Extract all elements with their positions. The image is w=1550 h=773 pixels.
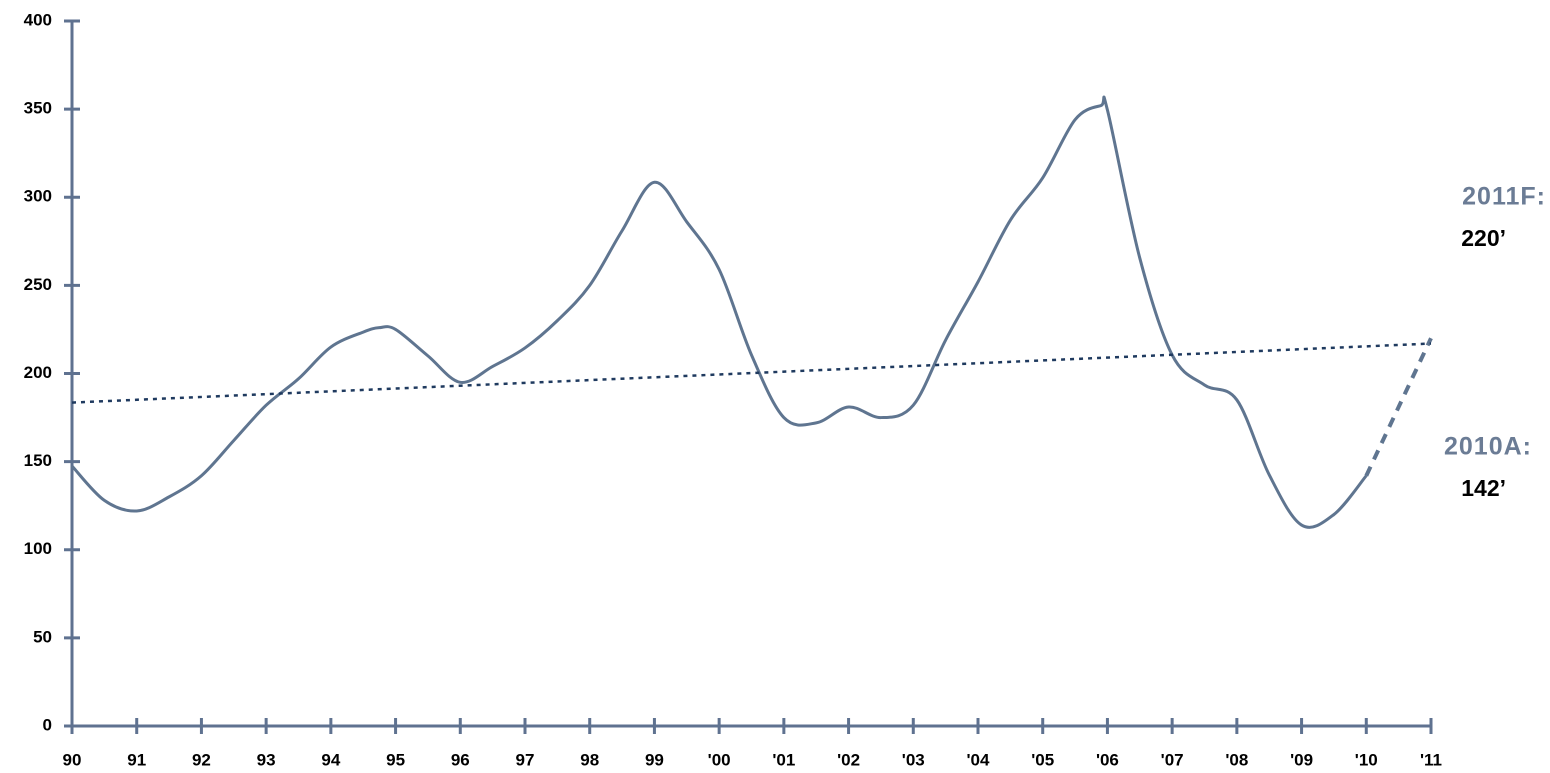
x-tick-label: '09 (1290, 750, 1313, 769)
x-tick-label: 95 (386, 750, 405, 769)
x-tick-label: '06 (1096, 750, 1119, 769)
x-tick-label: '01 (772, 750, 795, 769)
x-tick-label: 98 (580, 750, 599, 769)
y-tick-label: 50 (33, 627, 52, 646)
x-tick-label: '11 (1420, 750, 1442, 769)
series-line (71, 342, 1432, 404)
x-tick-label: '10 (1355, 750, 1378, 769)
x-tick-label: 90 (63, 750, 82, 769)
y-tick-label: 400 (24, 10, 52, 29)
x-tick-label: 91 (127, 750, 146, 769)
x-tick-label: 92 (192, 750, 211, 769)
x-tick-label: '00 (708, 750, 731, 769)
x-tick-label: 99 (645, 750, 664, 769)
y-tick-label: 100 (24, 539, 52, 558)
y-tick-label: 200 (24, 363, 52, 382)
x-tick-label: '07 (1161, 750, 1184, 769)
x-tick-label: 93 (257, 750, 276, 769)
annotation-value: 220’ (1461, 225, 1506, 251)
y-tick-label: 150 (24, 451, 52, 470)
series-line (1364, 337, 1433, 477)
annotation-value: 142’ (1461, 475, 1506, 501)
x-tick-label: '04 (967, 750, 990, 769)
x-tick-label: '08 (1225, 750, 1248, 769)
y-tick-label: 350 (24, 99, 52, 118)
annotation-label: 2010A: (1444, 433, 1532, 461)
x-tick-label: '05 (1031, 750, 1054, 769)
annotation-label: 2011F: (1462, 183, 1546, 211)
y-tick-label: 0 (43, 715, 52, 734)
x-tick-label: 97 (516, 750, 535, 769)
y-tick-label: 300 (24, 187, 52, 206)
x-tick-label: '02 (837, 750, 860, 769)
y-tick-label: 250 (24, 275, 52, 294)
x-tick-label: 94 (321, 750, 340, 769)
x-tick-label: 96 (451, 750, 470, 769)
series-line (70, 95, 1368, 529)
x-tick-label: '03 (902, 750, 925, 769)
